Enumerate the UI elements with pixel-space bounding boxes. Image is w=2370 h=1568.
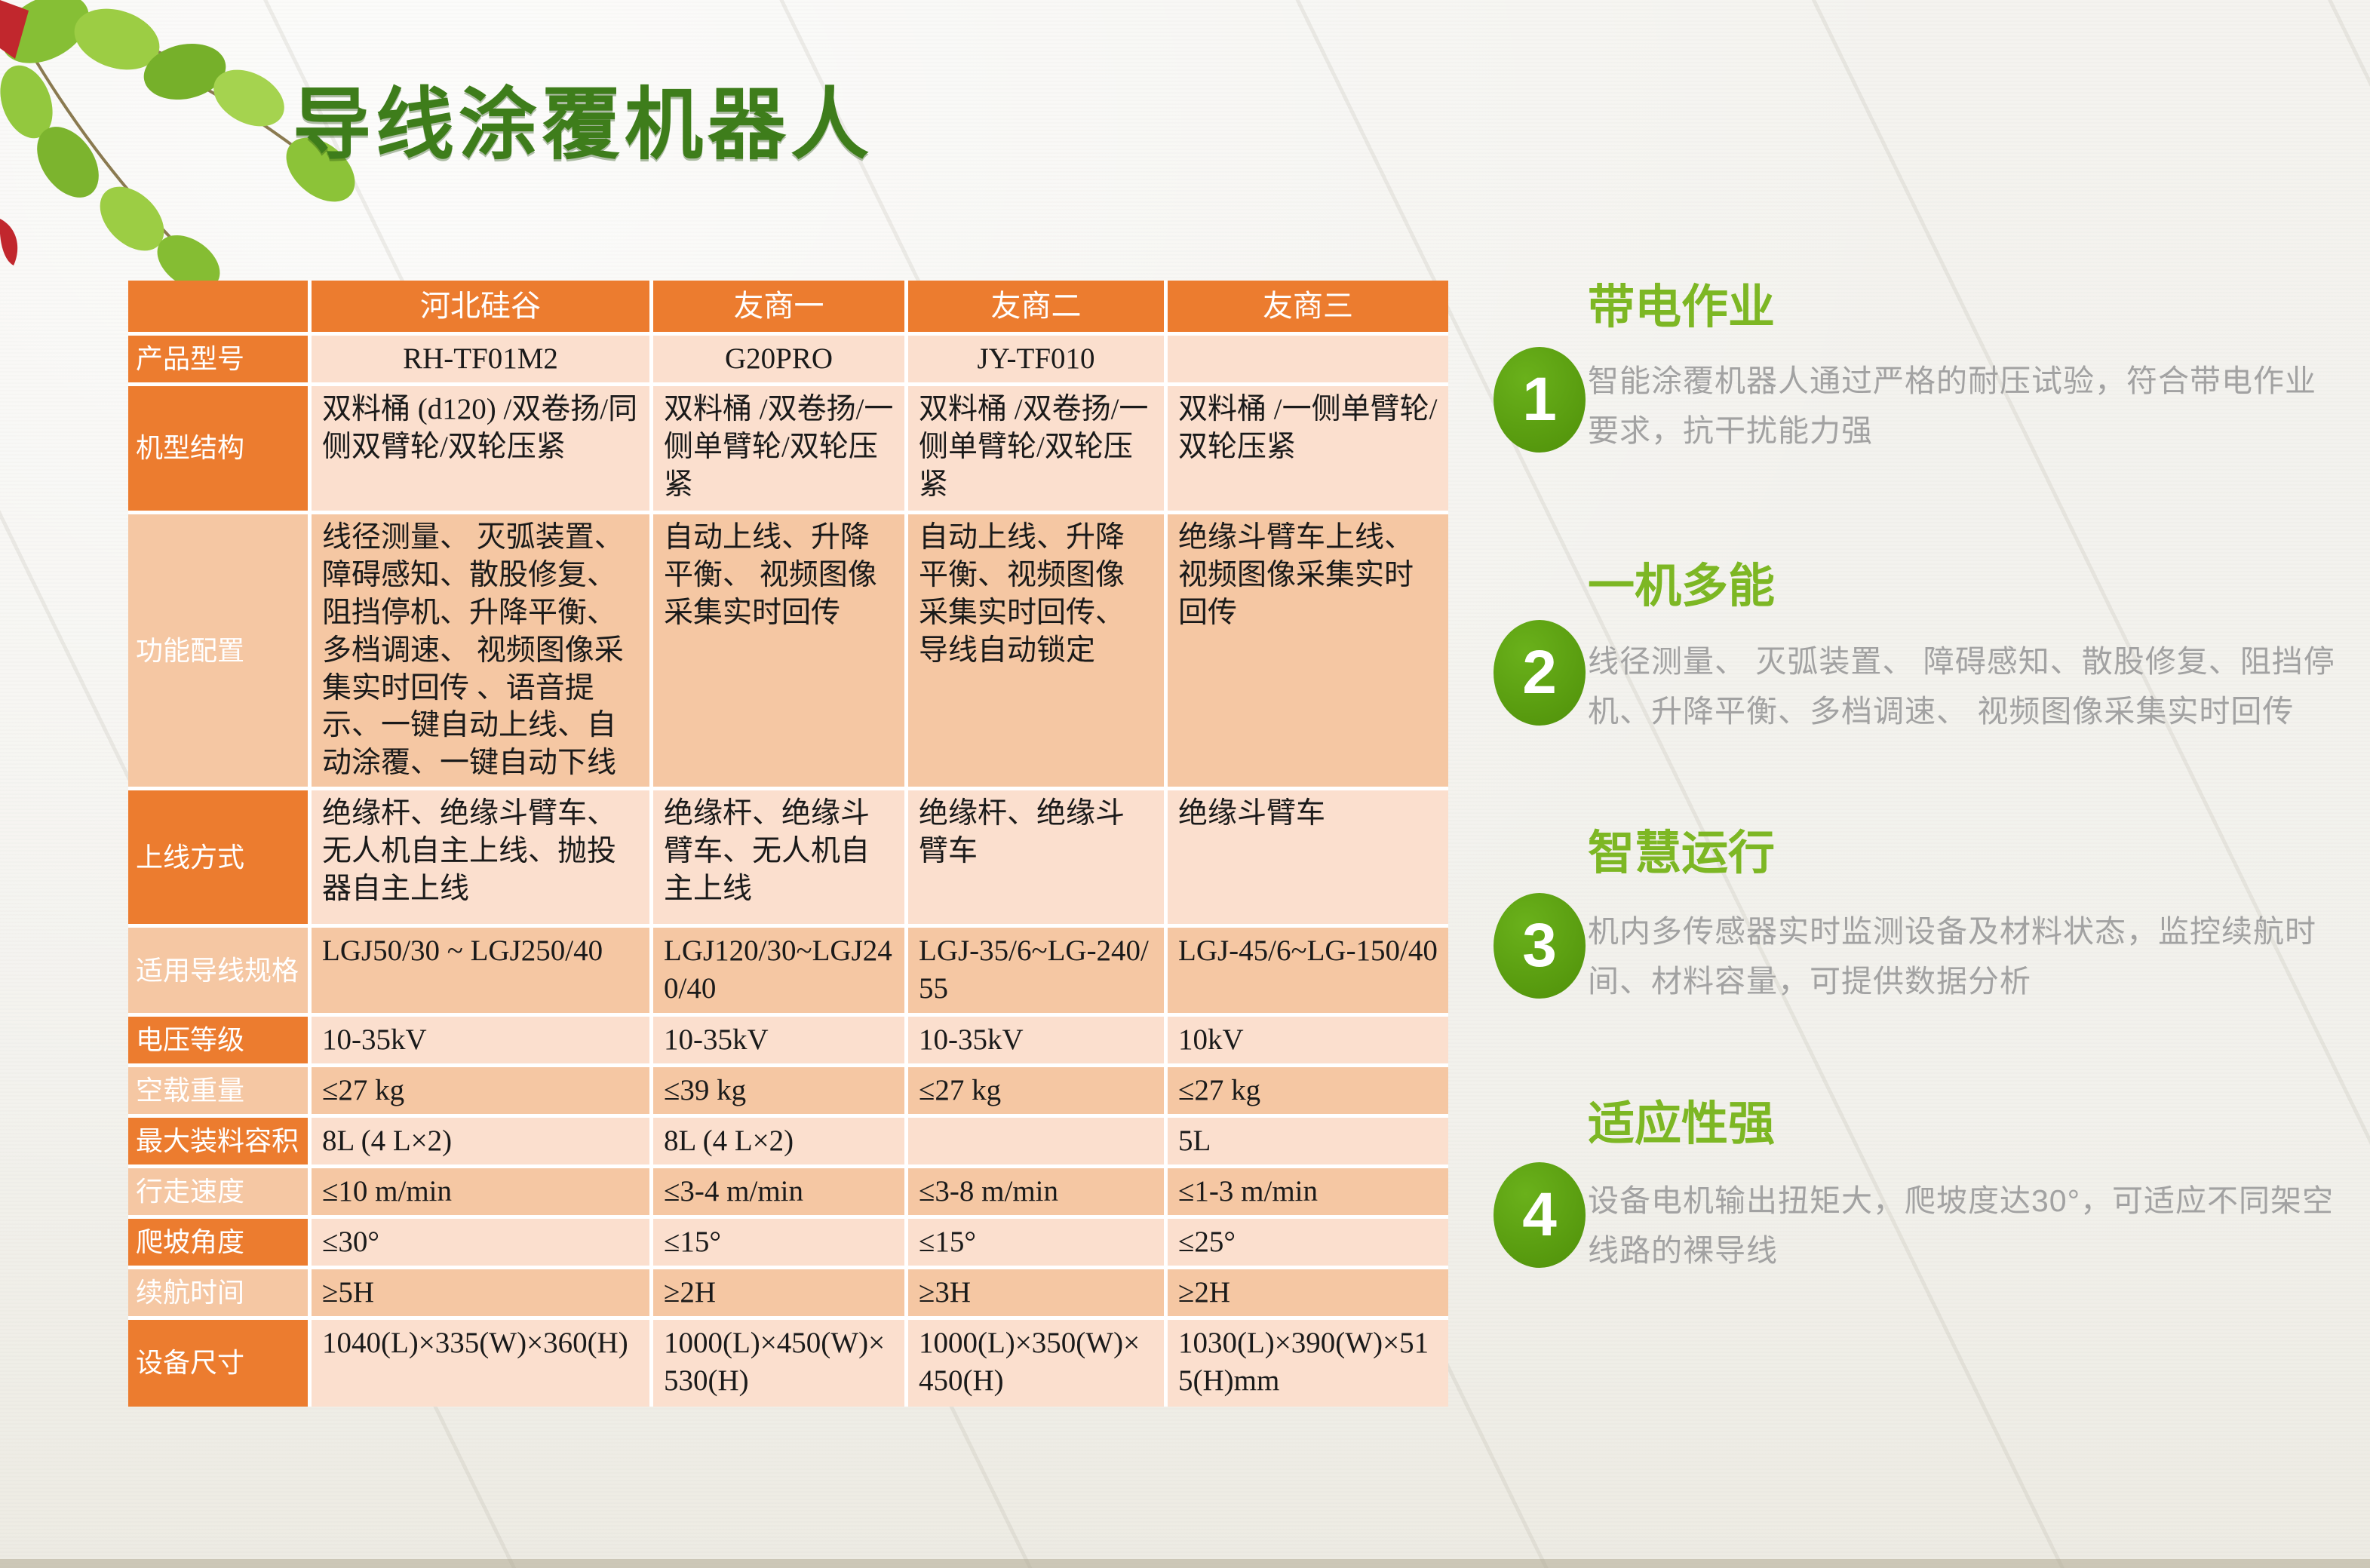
cell-competitor-2: 1000(L)×350(W)×450(H) — [908, 1319, 1164, 1407]
cell-hebei-silicon-valley: 线径测量、 灭弧装置、 障碍感知、散股修复、阻挡停机、升降平衡、多档调速、 视频… — [312, 514, 649, 787]
row-label: 产品型号 — [128, 336, 308, 382]
cell-competitor-1: 双料桶 /双卷扬/一侧单臂轮/双轮压紧 — [653, 385, 904, 511]
cell-competitor-3: 1030(L)×390(W)×515(H)mm — [1168, 1319, 1448, 1407]
feature-description: 线径测量、 灭弧装置、 障碍感知、散股修复、阻挡停机、升降平衡、多档调速、 视频… — [1588, 644, 2335, 729]
feature-description: 机内多传感器实时监测设备及材料状态，监控续航时间、材料容量，可提供数据分析 — [1588, 914, 2316, 999]
row-label: 设备尺寸 — [128, 1319, 308, 1407]
feature-title: 带电作业 — [1588, 281, 1776, 333]
row-label: 适用导线规格 — [128, 928, 308, 1014]
table-row: 最大装料容积 8L (4 L×2) 8L (4 L×2) 5L — [128, 1118, 1448, 1164]
slide-bottom-edge — [0, 1559, 2370, 1568]
cell-hebei-silicon-valley: 绝缘杆、绝缘斗臂车、无人机自主上线、抛投器自主上线 — [312, 790, 649, 925]
row-label: 爬坡角度 — [128, 1218, 308, 1266]
cell-competitor-1: 绝缘杆、绝缘斗臂车、无人机自主上线 — [653, 790, 904, 925]
cell-competitor-1: ≥2H — [653, 1269, 904, 1316]
row-label: 功能配置 — [128, 514, 308, 787]
cell-competitor-3: 绝缘斗臂车 — [1168, 790, 1448, 925]
cell-competitor-1: ≤15° — [653, 1218, 904, 1266]
feature-block-smart-operation: 智慧运行 3 机内多传感器实时监测设备及材料状态，监控续航时间、材料容量，可提供… — [1475, 827, 2368, 999]
cell-hebei-silicon-valley: LGJ50/30 ~ LGJ250/40 — [312, 928, 649, 1014]
cell-competitor-2: JY-TF010 — [908, 336, 1164, 382]
table-row: 设备尺寸 1040(L)×335(W)×360(H) 1000(L)×450(W… — [128, 1319, 1448, 1407]
cell-competitor-2: LGJ-35/6~LG-240/55 — [908, 928, 1164, 1014]
table-header-cell-competitor-2: 友商二 — [908, 281, 1164, 332]
feature-block-multi-function: 一机多能 2 线径测量、 灭弧装置、 障碍感知、散股修复、阻挡停机、升降平衡、多… — [1475, 560, 2368, 729]
comparison-table: 河北硅谷 友商一 友商二 友商三 产品型号 RH-TF01M2 G20PRO J… — [128, 281, 1448, 1407]
cell-competitor-1: ≤3-4 m/min — [653, 1168, 904, 1215]
cell-competitor-1: G20PRO — [653, 336, 904, 382]
cell-competitor-1: 自动上线、升降平衡、 视频图像采集实时回传 — [653, 514, 904, 787]
feature-description: 智能涂覆机器人通过严格的耐压试验，符合带电作业要求，抗干扰能力强 — [1588, 364, 2316, 448]
cell-hebei-silicon-valley: ≥5H — [312, 1269, 649, 1316]
table-row: 行走速度 ≤10 m/min ≤3-4 m/min ≤3-8 m/min ≤1-… — [128, 1168, 1448, 1215]
feature-block-live-line-work: 带电作业 1 智能涂覆机器人通过严格的耐压试验，符合带电作业要求，抗干扰能力强 — [1475, 281, 2368, 453]
cell-competitor-1: LGJ120/30~LGJ240/40 — [653, 928, 904, 1014]
feature-title: 智慧运行 — [1588, 827, 1776, 879]
page-title: 导线涂覆机器人 — [293, 81, 874, 169]
cell-competitor-3: 绝缘斗臂车上线、视频图像采集实时回传 — [1168, 514, 1448, 787]
cell-competitor-3: ≥2H — [1168, 1269, 1448, 1316]
cell-hebei-silicon-valley: RH-TF01M2 — [312, 336, 649, 382]
cell-competitor-2: 10-35kV — [908, 1017, 1164, 1064]
cell-hebei-silicon-valley: ≤10 m/min — [312, 1168, 649, 1215]
cell-competitor-2: 自动上线、升降平衡、视频图像采集实时回传、导线自动锁定 — [908, 514, 1164, 787]
cell-competitor-3: ≤25° — [1168, 1218, 1448, 1266]
cell-hebei-silicon-valley: 双料桶 (d120) /双卷扬/同侧双臂轮/双轮压紧 — [312, 385, 649, 511]
feature-block-adaptability: 适应性强 4 设备电机输出扭矩大，爬坡度达30°，可适应不同架空线路的裸导线 — [1475, 1097, 2368, 1268]
feature-number-badge: 2 — [1494, 620, 1586, 726]
feature-number-badge: 4 — [1494, 1162, 1586, 1268]
feature-number-badge: 1 — [1494, 347, 1586, 453]
cell-hebei-silicon-valley: 8L (4 L×2) — [312, 1118, 649, 1164]
cell-competitor-3: LGJ-45/6~LG-150/40 — [1168, 928, 1448, 1014]
table-row: 续航时间 ≥5H ≥2H ≥3H ≥2H — [128, 1269, 1448, 1316]
cell-competitor-1: 8L (4 L×2) — [653, 1118, 904, 1164]
cell-competitor-1: ≤39 kg — [653, 1067, 904, 1115]
row-label: 续航时间 — [128, 1269, 308, 1316]
cell-competitor-2: ≤15° — [908, 1218, 1164, 1266]
cell-hebei-silicon-valley: 1040(L)×335(W)×360(H) — [312, 1319, 649, 1407]
row-label: 行走速度 — [128, 1168, 308, 1215]
row-label: 空载重量 — [128, 1067, 308, 1115]
cell-hebei-silicon-valley: ≤27 kg — [312, 1067, 649, 1115]
cell-competitor-2: ≤27 kg — [908, 1067, 1164, 1115]
feature-title: 一机多能 — [1588, 560, 1776, 612]
row-label: 机型结构 — [128, 385, 308, 511]
cell-competitor-3: 5L — [1168, 1118, 1448, 1164]
table-header-cell-competitor-3: 友商三 — [1168, 281, 1448, 332]
cell-competitor-3: ≤1-3 m/min — [1168, 1168, 1448, 1215]
table-header-cell-competitor-1: 友商一 — [653, 281, 904, 332]
feature-description: 设备电机输出扭矩大，爬坡度达30°，可适应不同架空线路的裸导线 — [1588, 1183, 2334, 1268]
row-label: 最大装料容积 — [128, 1118, 308, 1164]
table-row: 产品型号 RH-TF01M2 G20PRO JY-TF010 — [128, 336, 1448, 382]
leaves-decoration — [0, 0, 355, 290]
cell-competitor-3 — [1168, 336, 1448, 382]
feature-number-badge: 3 — [1494, 893, 1586, 999]
cell-competitor-2: 双料桶 /双卷扬/一侧单臂轮/双轮压紧 — [908, 385, 1164, 511]
table-row: 空载重量 ≤27 kg ≤39 kg ≤27 kg ≤27 kg — [128, 1067, 1448, 1115]
table-header-row: 河北硅谷 友商一 友商二 友商三 — [128, 281, 1448, 332]
cell-hebei-silicon-valley: ≤30° — [312, 1218, 649, 1266]
cell-competitor-2 — [908, 1118, 1164, 1164]
table-header-cell-hebei-silicon-valley: 河北硅谷 — [312, 281, 649, 332]
cell-competitor-3: 10kV — [1168, 1017, 1448, 1064]
table-row: 上线方式 绝缘杆、绝缘斗臂车、无人机自主上线、抛投器自主上线 绝缘杆、绝缘斗臂车… — [128, 790, 1448, 925]
cell-competitor-2: ≥3H — [908, 1269, 1164, 1316]
cell-competitor-2: 绝缘杆、绝缘斗臂车 — [908, 790, 1164, 925]
table-row: 适用导线规格 LGJ50/30 ~ LGJ250/40 LGJ120/30~LG… — [128, 928, 1448, 1014]
cell-competitor-1: 10-35kV — [653, 1017, 904, 1064]
table-row: 电压等级 10-35kV 10-35kV 10-35kV 10kV — [128, 1017, 1448, 1064]
row-label: 电压等级 — [128, 1017, 308, 1064]
table-row: 机型结构 双料桶 (d120) /双卷扬/同侧双臂轮/双轮压紧 双料桶 /双卷扬… — [128, 385, 1448, 511]
cell-competitor-3: 双料桶 /一侧单臂轮/双轮压紧 — [1168, 385, 1448, 511]
table-header-corner-cell — [128, 281, 308, 332]
cell-competitor-3: ≤27 kg — [1168, 1067, 1448, 1115]
row-label: 上线方式 — [128, 790, 308, 925]
feature-title: 适应性强 — [1588, 1098, 1776, 1150]
cell-hebei-silicon-valley: 10-35kV — [312, 1017, 649, 1064]
cell-competitor-1: 1000(L)×450(W)×530(H) — [653, 1319, 904, 1407]
cell-competitor-2: ≤3-8 m/min — [908, 1168, 1164, 1215]
table-row: 功能配置 线径测量、 灭弧装置、 障碍感知、散股修复、阻挡停机、升降平衡、多档调… — [128, 514, 1448, 787]
table-row: 爬坡角度 ≤30° ≤15° ≤15° ≤25° — [128, 1218, 1448, 1266]
